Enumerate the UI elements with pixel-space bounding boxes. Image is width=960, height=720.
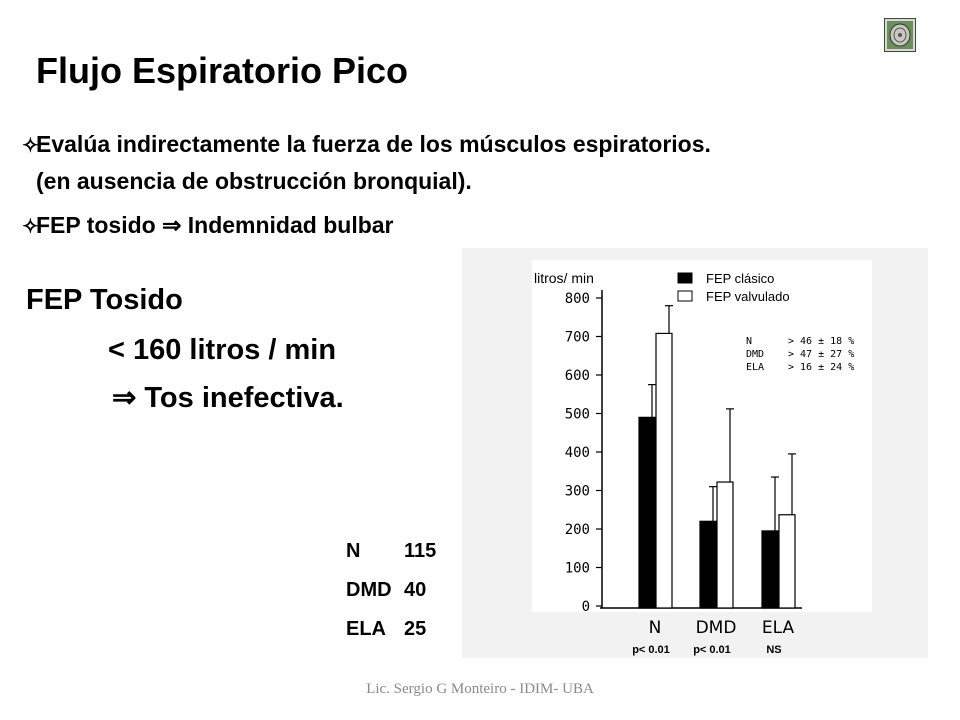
annotation-box xyxy=(740,328,860,382)
fep-threshold: < 160 litros / min xyxy=(108,334,337,366)
bullet-text: FEP tosido xyxy=(36,212,156,238)
x-tick-label: DMD xyxy=(696,618,737,638)
y-tick-label: 500 xyxy=(565,407,590,423)
annotation-value: > 46 ± 18 % xyxy=(788,336,854,347)
implies-arrow-icon: ⇒ xyxy=(162,212,182,238)
bar xyxy=(716,481,734,609)
annotation-group: ELA xyxy=(746,362,764,373)
star-bullet-icon: ✧ xyxy=(22,135,39,157)
bar xyxy=(699,520,717,609)
p-value-label: NS xyxy=(766,644,781,656)
sample-count: 25 xyxy=(404,618,427,640)
y-tick-label: 700 xyxy=(565,330,590,346)
bar xyxy=(778,514,796,609)
y-tick-label: 300 xyxy=(565,484,590,500)
annotation-group: DMD xyxy=(746,349,764,360)
bar xyxy=(761,530,779,609)
y-tick-label: 600 xyxy=(565,368,590,384)
p-value-label: p< 0.01 xyxy=(632,644,670,656)
bar xyxy=(655,332,673,609)
bullet-text: Indemnidad bulbar xyxy=(187,212,394,238)
implies-arrow-icon: ⇒ xyxy=(112,382,137,414)
bullet-item: ✧Evalúa indirectamente la fuerza de los … xyxy=(22,131,711,158)
y-tick-label: 200 xyxy=(565,522,590,538)
fep-consequence-line: ⇒ Tos inefectiva. xyxy=(112,380,344,415)
y-tick-label: 400 xyxy=(565,445,590,461)
fep-consequence: Tos inefectiva. xyxy=(144,382,344,414)
annotation-group: N xyxy=(746,336,752,347)
y-tick-label: 100 xyxy=(565,561,590,577)
sample-size-row: N 115 xyxy=(346,540,436,563)
annotation-value: > 47 ± 27 % xyxy=(788,349,854,360)
y-tick-label: 0 xyxy=(582,599,590,615)
chart-svg: litros/ min 0 100 200 300 400 500 600 700 800 Np< … xyxy=(462,248,928,658)
x-tick-label: ELA xyxy=(762,618,795,638)
p-value-label: p< 0.01 xyxy=(693,644,731,656)
legend-swatch xyxy=(677,272,693,284)
institution-seal-icon xyxy=(884,18,916,52)
bullet-text: Evalúa indirectamente la fuerza de los m… xyxy=(36,131,711,157)
sample-group: ELA xyxy=(346,618,386,640)
legend-label: FEP clásico xyxy=(706,271,774,286)
bullet-item: ✧FEP tosido ⇒ Indemnidad bulbar xyxy=(22,212,394,239)
bullet-continuation: (en ausencia de obstrucción bronquial). xyxy=(36,168,472,194)
sample-size-row: ELA 25 xyxy=(346,618,426,641)
legend-label: FEP valvulado xyxy=(706,289,790,304)
footer-credit: Lic. Sergio G Monteiro - IDIM- UBA xyxy=(366,681,594,697)
sample-group: DMD xyxy=(346,579,392,601)
x-tick-label: N xyxy=(649,618,662,638)
bar xyxy=(638,416,656,609)
sample-group: N xyxy=(346,540,361,562)
sample-size-row: DMD 40 xyxy=(346,579,426,602)
sample-count: 40 xyxy=(404,579,427,601)
legend-swatch xyxy=(677,290,693,302)
annotation-value: > 16 ± 24 % xyxy=(788,362,854,373)
sample-count: 115 xyxy=(404,540,437,562)
star-bullet-icon: ✧ xyxy=(22,216,39,238)
y-tick-label: 800 xyxy=(565,291,590,307)
page-title: Flujo Espiratorio Pico xyxy=(36,50,409,91)
y-axis-label: litros/ min xyxy=(534,270,594,286)
fep-tosido-heading: FEP Tosido xyxy=(26,284,183,316)
